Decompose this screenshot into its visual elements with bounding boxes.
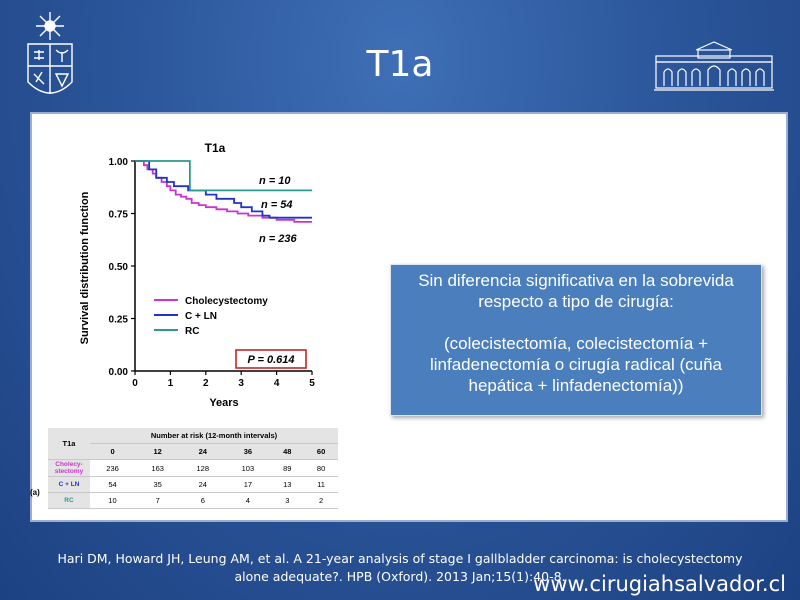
legend-label: Cholecystectomy	[185, 296, 268, 307]
table-cell: 4	[225, 492, 271, 509]
row-label-rc: RC	[48, 492, 90, 509]
table-cell: 10	[90, 492, 136, 509]
month-header: 24	[180, 443, 226, 460]
chart-axes: 0 1 2 3 4 5 0.00 0.25 0.50 0.75 1.00	[109, 157, 316, 389]
month-header: 0	[90, 443, 136, 460]
table-cell: 24	[180, 476, 226, 493]
table-cell: 163	[135, 459, 181, 477]
table-cell: 3	[270, 492, 305, 509]
table-cell: 35	[135, 476, 181, 493]
table-cell: 80	[304, 459, 338, 477]
survival-chart: T1a Survival distribution function Years…	[79, 141, 316, 409]
curve-n-label: n = 54	[261, 199, 293, 211]
number-at-risk-table: (a) T1a Number at risk (12-month interva…	[30, 428, 338, 512]
table-cell: 6	[180, 492, 226, 509]
y-tick-label: 0.50	[109, 262, 129, 273]
p-value-label: P = 0.614	[248, 354, 295, 366]
curve-annotations: n = 236 n = 54 n = 10	[259, 175, 297, 245]
reference-citation: Hari DM, Howard JH, Leung AM, et al. A 2…	[57, 551, 743, 584]
survival-curve-cholecystectomy	[135, 160, 312, 223]
row-label-c-ln: C + LN	[48, 476, 90, 493]
conclusion-note-box: Sin diferencia significativa en la sobre…	[390, 264, 762, 416]
table-cell: 13	[270, 476, 305, 493]
y-tick-label: 0.00	[109, 367, 129, 378]
month-header: 12	[135, 443, 181, 460]
survival-curves	[135, 160, 312, 223]
y-tick-label: 0.75	[109, 210, 129, 221]
x-tick-label: 4	[274, 378, 280, 389]
curve-n-label: n = 10	[259, 175, 291, 187]
website-url: www.cirugiahsalvador.cl	[533, 572, 786, 596]
y-tick-label: 0.25	[109, 315, 129, 326]
table-cell: 54	[90, 476, 136, 493]
legend-label: RC	[185, 326, 199, 337]
month-header: 60	[304, 443, 338, 460]
table-row: C + LN 54 35 24 17 13 11	[48, 476, 338, 493]
curve-n-label: n = 236	[259, 233, 297, 245]
row-label-cholecystectomy: Cholecy-stectomy	[48, 459, 90, 477]
table-row: Cholecy-stectomy 236 163 128 103 89 80	[48, 459, 338, 477]
survival-curve-rc	[135, 160, 312, 192]
x-tick-label: 5	[309, 378, 315, 389]
table-cell: 11	[304, 476, 338, 493]
x-tick-label: 2	[203, 378, 209, 389]
x-tick-label: 0	[132, 378, 138, 389]
chart-title: T1a	[205, 141, 226, 155]
x-tick-label: 1	[168, 378, 174, 389]
risk-table-header: Number at risk (12-month intervals)	[90, 428, 338, 444]
p-value-box	[235, 349, 307, 369]
hospital-building-logo	[654, 41, 774, 91]
university-crest-logo	[27, 12, 73, 94]
table-cell: 103	[225, 459, 271, 477]
survival-curve-c-ln	[135, 160, 312, 219]
risk-table-label: T1a	[48, 428, 90, 460]
y-tick-label: 1.00	[109, 157, 129, 168]
legend-label: C + LN	[185, 311, 217, 322]
table-row: RC 10 7 6 4 3 2	[48, 492, 338, 509]
note-line-2: (colecistectomía, colecistectomía + linf…	[430, 334, 722, 395]
slide-title: T1a	[366, 44, 434, 85]
table-cell: 7	[135, 492, 181, 509]
chart-legend: Cholecystectomy C + LN RC	[154, 296, 268, 337]
table-cell: 128	[180, 459, 226, 477]
figure-letter: (a)	[30, 488, 40, 497]
table-cell: 236	[90, 459, 136, 477]
x-tick-label: 3	[238, 378, 244, 389]
x-axis-label: Years	[209, 397, 238, 409]
table-cell: 89	[270, 459, 305, 477]
month-header: 48	[270, 443, 305, 460]
table-cell: 2	[304, 492, 338, 509]
table-cell: 17	[225, 476, 271, 493]
note-line-1: Sin diferencia significativa en la sobre…	[418, 271, 734, 311]
month-header: 36	[225, 443, 271, 460]
y-axis-label: Survival distribution function	[79, 191, 91, 344]
